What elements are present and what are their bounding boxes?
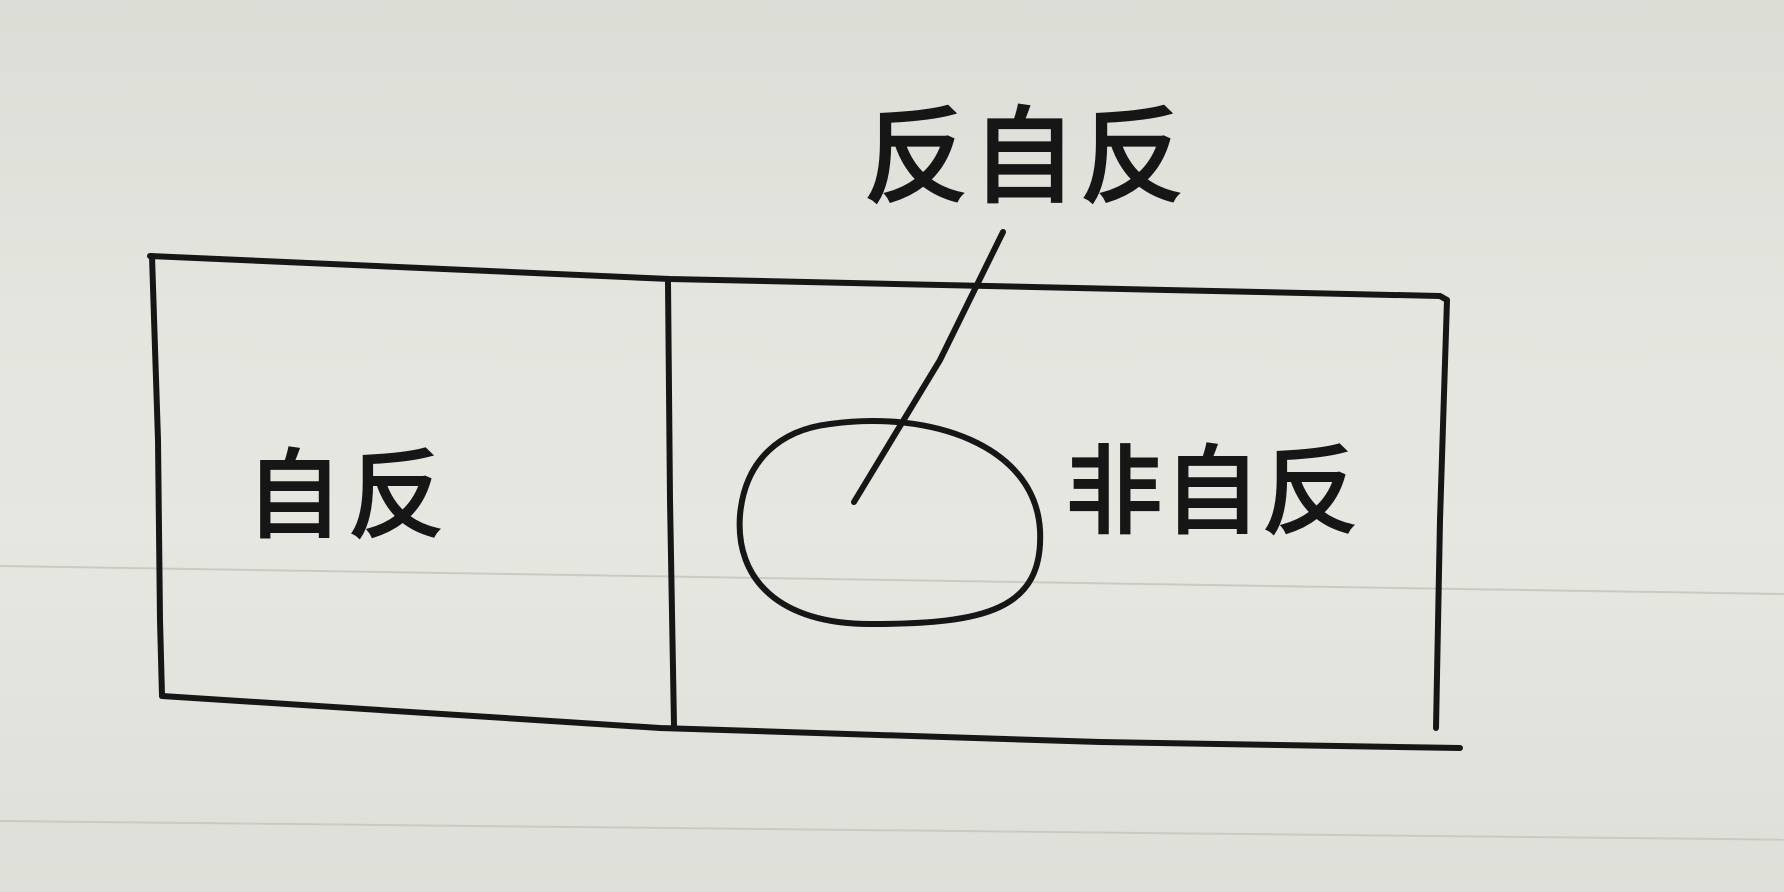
outer-box-bottom-edge <box>159 693 1463 751</box>
outer-box-left-edge <box>149 253 165 699</box>
callout-leader-line <box>851 229 1006 505</box>
callout-label: 反自反 <box>864 96 1189 218</box>
region-divider <box>665 279 677 729</box>
left-region-label: 自反 <box>246 440 450 552</box>
right-region-label: 非自反 <box>1066 436 1360 548</box>
outer-box <box>147 253 1450 731</box>
subset-ellipse <box>736 418 1044 627</box>
